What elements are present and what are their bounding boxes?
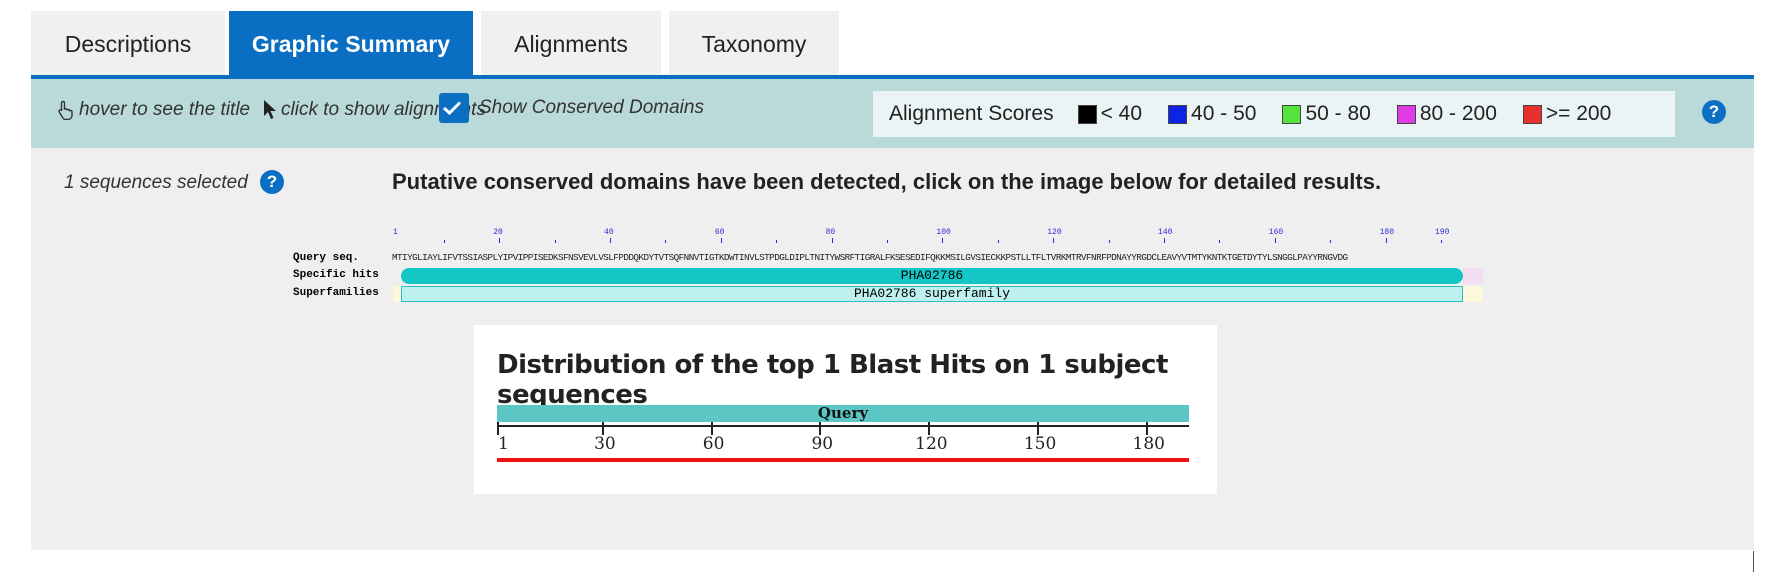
ruler-label: 180 xyxy=(1379,228,1394,237)
axis-label: 120 xyxy=(915,434,948,454)
ruler-tick xyxy=(1441,240,1442,243)
axis-tick xyxy=(497,422,499,435)
legend-swatch xyxy=(1077,104,1097,124)
ruler-tick xyxy=(887,240,889,243)
show-conserved-domains-toggle[interactable]: Show Conserved Domains xyxy=(439,93,704,123)
hover-hint: hover to see the title xyxy=(57,99,250,121)
hover-hint-text: hover to see the title xyxy=(79,99,251,120)
show-conserved-domains-label: Show Conserved Domains xyxy=(479,97,704,118)
legend-swatch xyxy=(1168,104,1188,124)
ruler-label: 120 xyxy=(1047,228,1062,237)
axis-tick xyxy=(710,422,713,435)
blast-hits-distribution: Distribution of the top 1 Blast Hits on … xyxy=(474,325,1217,494)
superfamily-domain[interactable]: PHA02786 superfamily xyxy=(401,286,1463,302)
ruler-label: 160 xyxy=(1268,228,1284,237)
ruler-label: 100 xyxy=(936,228,951,237)
legend-label: 40 - 50 xyxy=(1191,102,1257,125)
ruler-tick xyxy=(1219,240,1221,243)
blast-hit-bar[interactable] xyxy=(497,458,1189,462)
conserved-domains-image[interactable]: Query seq. Specific hits Superfamilies 1… xyxy=(293,228,1518,302)
ruler-tick xyxy=(942,238,944,243)
ruler-tick xyxy=(1164,238,1166,243)
axis-tick xyxy=(928,422,931,435)
axis-label: 1 xyxy=(498,434,509,454)
axis-tick xyxy=(819,422,822,435)
ruler-tick xyxy=(1053,238,1055,243)
tab-underline xyxy=(31,75,1754,79)
ruler-tick xyxy=(831,238,833,243)
show-conserved-domains-checkbox[interactable] xyxy=(439,93,469,123)
alignment-scores-legend: Alignment Scores < 40 40 - 50 50 - 80 80… xyxy=(873,91,1675,137)
axis-label: 30 xyxy=(594,434,616,454)
alignment-scores-help-icon[interactable]: ? xyxy=(1702,100,1726,124)
legend-entry-80-200: 80 - 200 xyxy=(1396,102,1497,126)
ruler-tick xyxy=(1274,238,1276,243)
axis-label: 90 xyxy=(811,434,834,454)
click-hint-text: click to show alignments xyxy=(281,99,486,120)
ruler-label: 60 xyxy=(714,228,725,237)
ruler-tick xyxy=(665,240,667,243)
ruler-tick xyxy=(1385,238,1387,243)
ruler-label: 190 xyxy=(1435,228,1450,237)
ruler-label: 20 xyxy=(493,228,503,237)
tab-taxonomy[interactable]: Taxonomy xyxy=(669,11,839,77)
axis-label: 150 xyxy=(1023,434,1057,454)
hand-pointer-icon xyxy=(58,100,73,120)
scroll-edge xyxy=(1753,551,1754,572)
superfamily-padding-right xyxy=(1463,286,1483,302)
specific-hit-domain[interactable]: PHA02786 xyxy=(401,268,1463,284)
legend-label: 80 - 200 xyxy=(1419,102,1497,125)
selection-help-icon[interactable]: ? xyxy=(260,170,284,194)
cursor-arrow-icon xyxy=(264,100,276,119)
distribution-title: Distribution of the top 1 Blast Hits on … xyxy=(497,350,1168,410)
tab-graphic-summary[interactable]: Graphic Summary xyxy=(229,11,473,77)
ruler-tick xyxy=(1330,240,1332,243)
ruler-tick xyxy=(443,240,445,243)
ruler-tick xyxy=(499,238,501,243)
axis-tick xyxy=(1036,422,1039,435)
legend-entry-gte200: >= 200 xyxy=(1522,102,1612,126)
legend-entry-50-80: 50 - 80 xyxy=(1282,102,1371,126)
ruler-label: 40 xyxy=(604,228,614,237)
ruler-tick xyxy=(610,238,612,243)
ruler-tick xyxy=(776,240,778,243)
legend-swatch xyxy=(1282,104,1302,124)
alignment-scores-title: Alignment Scores xyxy=(889,102,1054,125)
graphic-toolbar: hover to see the title click to show ali… xyxy=(31,79,1754,148)
superfamilies-label: Superfamilies xyxy=(293,287,379,299)
superfamily-padding-left xyxy=(393,286,401,302)
sequences-selected-text: 1 sequences selected xyxy=(64,172,248,193)
axis-tick xyxy=(602,422,605,435)
axis-label: 180 xyxy=(1132,434,1165,454)
ruler-label: 80 xyxy=(825,228,836,237)
legend-swatch xyxy=(1396,104,1416,124)
ruler-label: 140 xyxy=(1158,228,1173,237)
axis-tick xyxy=(1145,422,1148,435)
specific-hits-label: Specific hits xyxy=(293,269,379,281)
tab-alignments[interactable]: Alignments xyxy=(481,11,661,77)
ruler-tick xyxy=(720,238,722,243)
query-seq-label: Query seq. xyxy=(293,252,360,264)
legend-label: >= 200 xyxy=(1545,102,1612,125)
query-axis xyxy=(497,425,1189,427)
ruler-tick xyxy=(997,240,999,243)
legend-label: < 40 xyxy=(1100,102,1143,125)
query-sequence: MTIYGLIAYLIFVTSSIASPLYIPVIPPISEDKSFNSVEV… xyxy=(392,252,1348,263)
checkmark-icon xyxy=(442,101,462,116)
specific-hits-padding xyxy=(1463,268,1483,284)
click-hint: click to show alignments xyxy=(263,99,486,121)
query-bar: Query xyxy=(497,405,1189,422)
ruler-tick xyxy=(1108,240,1110,243)
tab-descriptions[interactable]: Descriptions xyxy=(31,11,225,77)
legend-swatch xyxy=(1522,104,1542,124)
legend-label: 50 - 80 xyxy=(1305,102,1371,125)
axis-label: 60 xyxy=(702,434,725,454)
legend-entry-40-50: 40 - 50 xyxy=(1168,102,1256,126)
legend-entry-lt40: < 40 xyxy=(1077,102,1143,126)
ruler-label: 1 xyxy=(393,228,398,237)
ruler-tick xyxy=(554,240,556,243)
conserved-domains-message: Putative conserved domains have been det… xyxy=(392,169,1382,194)
